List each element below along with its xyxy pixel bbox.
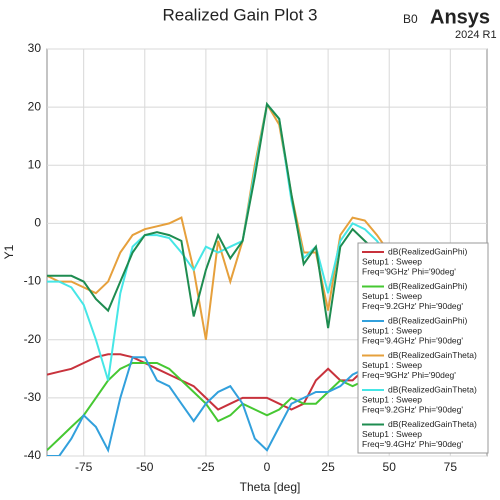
legend-setup: Setup1 : Sweep <box>362 394 422 404</box>
legend-label: dB(RealizedGainTheta) <box>388 350 477 360</box>
x-axis-label: Theta [deg] <box>240 480 301 494</box>
legend-freq: Freq='9.4GHz' Phi='90deg' <box>362 439 463 449</box>
x-tick-label: 0 <box>264 460 271 474</box>
legend-freq: Freq='9GHz' Phi='90deg' <box>362 370 456 380</box>
x-tick-label: -25 <box>197 460 215 474</box>
legend: dB(RealizedGainPhi)Setup1 : SweepFreq='9… <box>357 242 489 454</box>
legend-freq: Freq='9GHz' Phi='90deg' <box>362 266 456 276</box>
legend-setup: Setup1 : Sweep <box>362 256 422 266</box>
brand: Ansys <box>430 6 490 28</box>
legend-freq: Freq='9.2GHz' Phi='90deg' <box>362 404 463 414</box>
legend-setup: Setup1 : Sweep <box>362 360 422 370</box>
y-tick-label: 0 <box>34 216 41 230</box>
y-tick-label: -40 <box>24 448 42 462</box>
x-tick-label: -75 <box>75 460 93 474</box>
legend-label: dB(RealizedGainPhi) <box>388 281 468 291</box>
legend-freq: Freq='9.2GHz' Phi='90deg' <box>362 301 463 311</box>
x-tick-label: 50 <box>383 460 397 474</box>
y-tick-label: -30 <box>24 390 42 404</box>
legend-setup: Setup1 : Sweep <box>362 291 422 301</box>
badge: B0 <box>403 12 418 26</box>
legend-label: dB(RealizedGainPhi) <box>388 246 468 256</box>
legend-box <box>357 242 489 454</box>
legend-setup: Setup1 : Sweep <box>362 325 422 335</box>
chart-title: Realized Gain Plot 3 <box>163 5 318 24</box>
x-tick-label: 25 <box>321 460 335 474</box>
y-tick-label: 10 <box>28 157 42 171</box>
legend-label: dB(RealizedGainPhi) <box>388 315 468 325</box>
legend-setup: Setup1 : Sweep <box>362 429 422 439</box>
y-tick-label: -10 <box>24 274 42 288</box>
x-tick-label: 75 <box>444 460 458 474</box>
legend-label: dB(RealizedGainTheta) <box>388 419 477 429</box>
legend-label: dB(RealizedGainTheta) <box>388 384 477 394</box>
x-tick-label: -50 <box>136 460 154 474</box>
y-axis-label: Y1 <box>2 244 16 259</box>
y-tick-label: 20 <box>28 99 42 113</box>
y-tick-label: 30 <box>28 41 42 55</box>
legend-freq: Freq='9.4GHz' Phi='90deg' <box>362 335 463 345</box>
version: 2024 R1 <box>455 29 497 41</box>
y-tick-label: -20 <box>24 332 42 346</box>
